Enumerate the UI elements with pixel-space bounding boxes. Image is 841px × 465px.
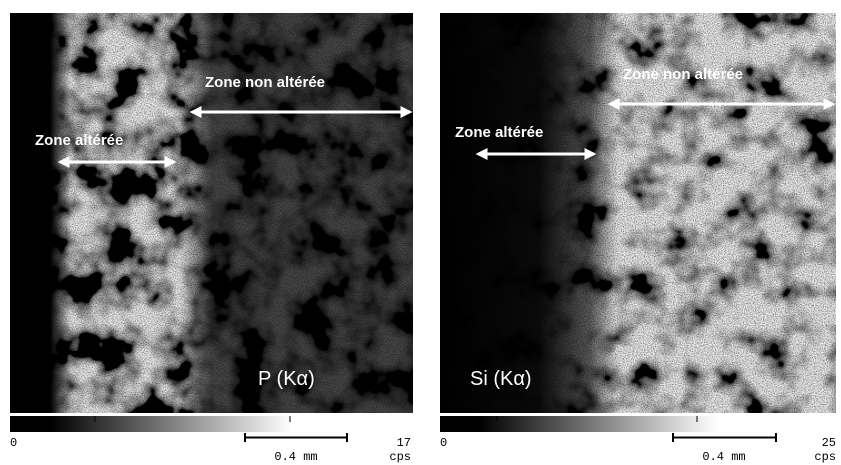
scale-max: 17 <box>397 436 411 450</box>
element-map <box>10 13 413 413</box>
scale-bar-label: 0.4 mm <box>702 450 745 464</box>
scale-max: 25 <box>822 436 836 450</box>
zone-label: Zone non altérée <box>623 66 743 83</box>
element-map <box>440 13 836 413</box>
scale-bar-label: 0.4 mm <box>274 450 317 464</box>
scale-min: 0 <box>10 436 17 450</box>
colorbar <box>440 416 836 432</box>
unit: cps <box>389 450 411 464</box>
zone-label: Zone altérée <box>455 124 543 141</box>
zone-label: Zone altérée <box>35 132 123 149</box>
colorbar <box>10 416 413 432</box>
scale-bar <box>672 433 777 442</box>
unit: cps <box>814 450 836 464</box>
scale-min: 0 <box>440 436 447 450</box>
zone-label: Zone non altérée <box>205 74 325 91</box>
scale-bar <box>244 433 348 442</box>
element-label: Si (Kα) <box>470 368 532 390</box>
element-label: P (Kα) <box>258 368 315 390</box>
